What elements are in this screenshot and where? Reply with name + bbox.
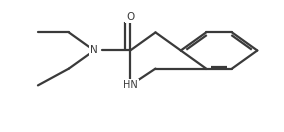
Text: O: O xyxy=(126,12,134,22)
Text: N: N xyxy=(90,46,98,55)
Text: HN: HN xyxy=(123,80,137,90)
